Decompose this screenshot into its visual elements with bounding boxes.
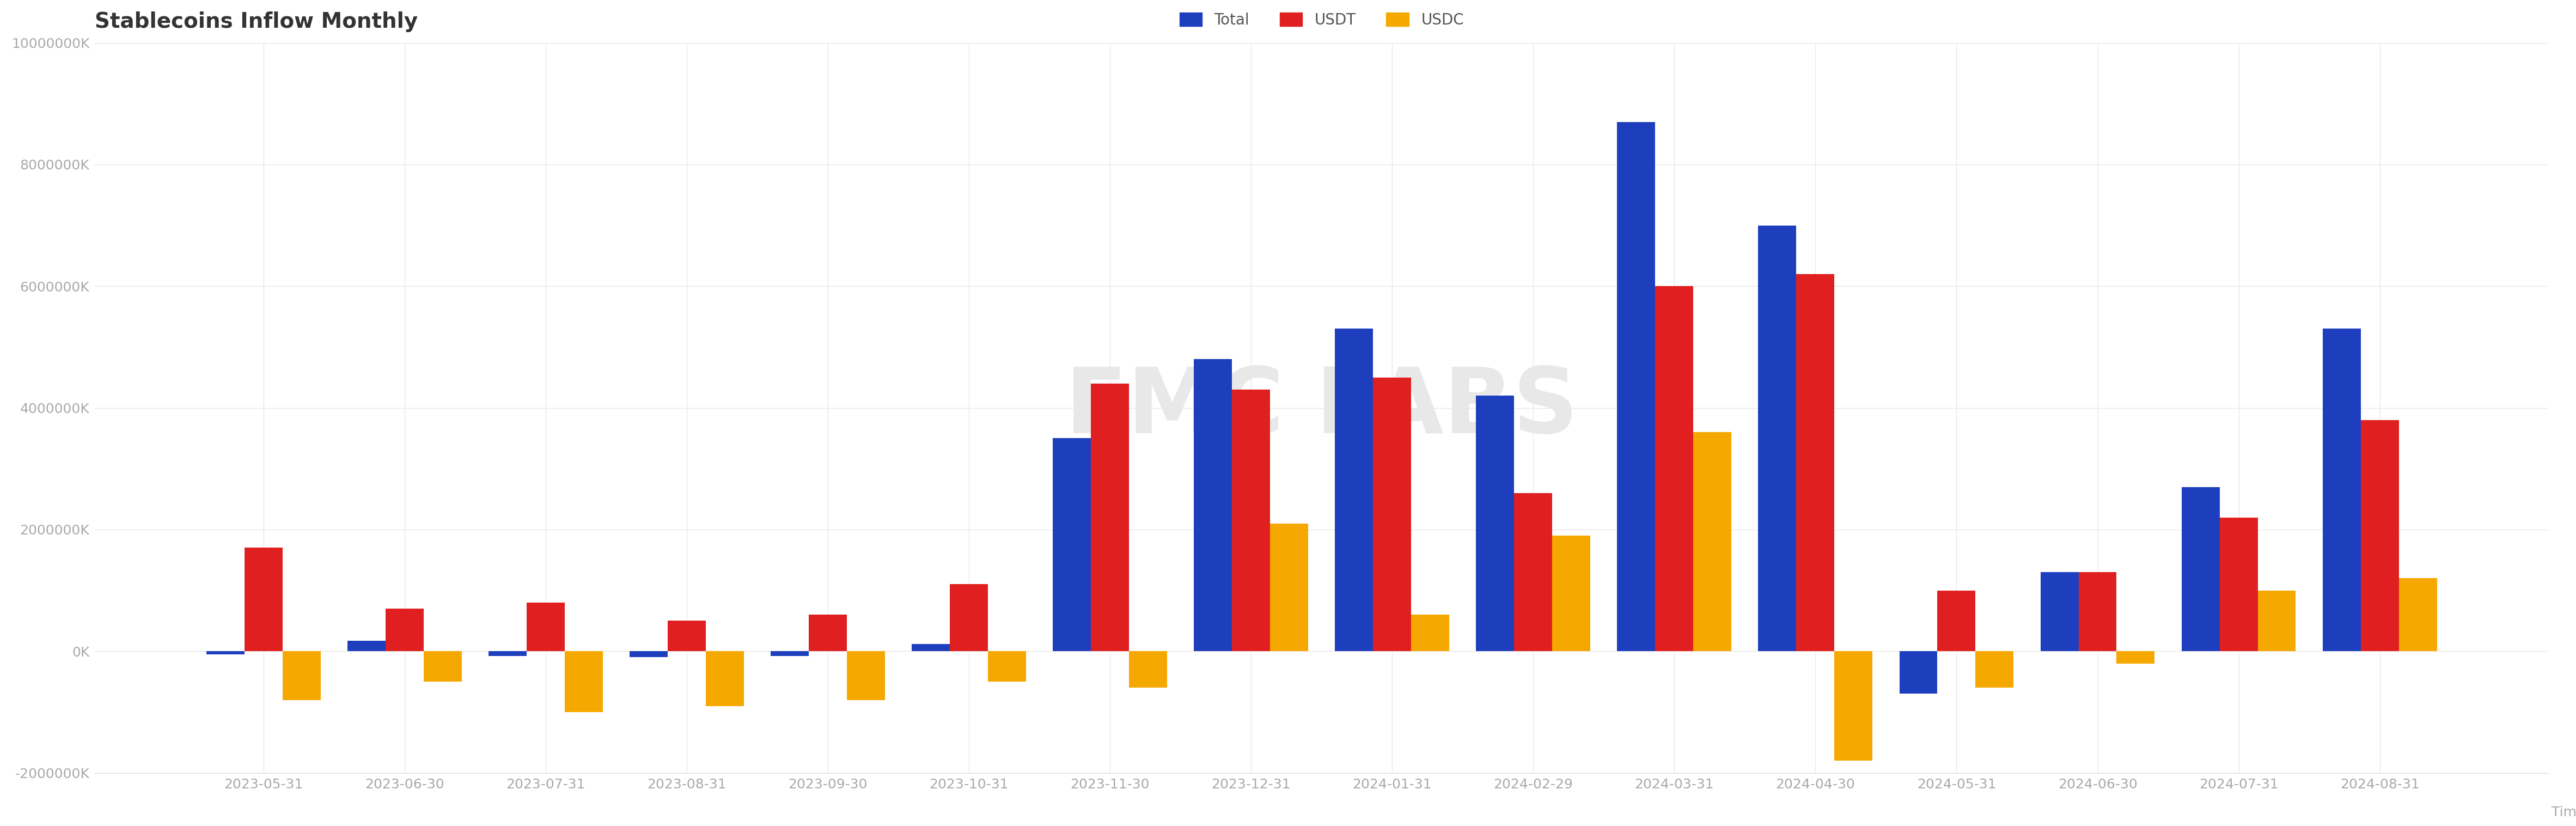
Bar — [1090, 383, 1128, 651]
Bar — [951, 584, 989, 651]
Bar — [1373, 377, 1412, 651]
Bar — [283, 651, 319, 700]
Bar — [1231, 390, 1270, 651]
Bar — [1412, 615, 1450, 651]
Bar — [2079, 572, 2117, 651]
Bar — [1834, 651, 1873, 761]
Bar — [1937, 591, 1976, 651]
Bar — [489, 651, 526, 656]
Bar — [1054, 439, 1090, 651]
Bar — [245, 548, 283, 651]
Bar — [2360, 420, 2398, 651]
Bar — [526, 603, 564, 651]
Bar — [706, 651, 744, 706]
Bar — [809, 615, 848, 651]
Bar — [348, 641, 386, 651]
Bar — [667, 621, 706, 651]
Bar — [564, 651, 603, 712]
Bar — [386, 609, 422, 651]
Bar — [848, 651, 886, 700]
Bar — [1899, 651, 1937, 694]
Text: Stablecoins Inflow Monthly: Stablecoins Inflow Monthly — [95, 12, 417, 32]
Bar — [1128, 651, 1167, 688]
Bar — [629, 651, 667, 657]
Bar — [912, 644, 951, 651]
Bar — [1618, 122, 1656, 651]
Bar — [1553, 536, 1589, 651]
Bar — [1515, 493, 1553, 651]
Bar — [1193, 359, 1231, 651]
Legend: Total, USDT, USDC: Total, USDT, USDC — [1172, 7, 1471, 34]
Bar — [1759, 225, 1795, 651]
Bar — [2221, 517, 2257, 651]
Bar — [2324, 329, 2360, 651]
Bar — [2257, 591, 2295, 651]
Bar — [2398, 578, 2437, 651]
Bar — [989, 651, 1025, 681]
Bar — [2040, 572, 2079, 651]
Bar — [1976, 651, 2014, 688]
Bar — [2117, 651, 2154, 663]
Bar — [1334, 329, 1373, 651]
Bar — [422, 651, 461, 681]
X-axis label: Time: Time — [2550, 806, 2576, 819]
Bar — [770, 651, 809, 656]
Text: EMC LABS: EMC LABS — [1064, 363, 1579, 453]
Bar — [206, 651, 245, 654]
Bar — [1692, 432, 1731, 651]
Bar — [1476, 396, 1515, 651]
Bar — [1270, 524, 1309, 651]
Bar — [1795, 274, 1834, 651]
Bar — [2182, 487, 2221, 651]
Bar — [1656, 286, 1692, 651]
